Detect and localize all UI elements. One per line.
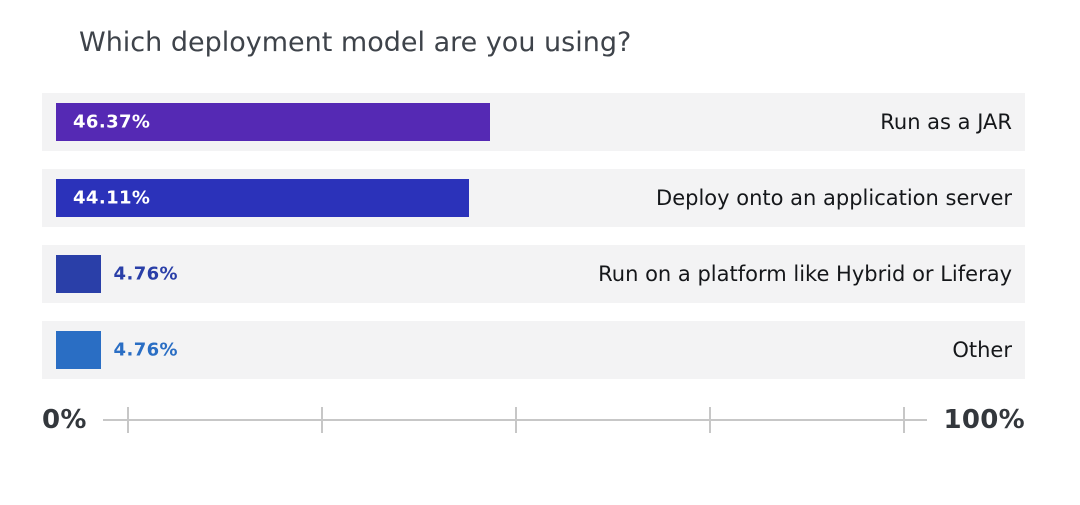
axis-tick: [708, 407, 711, 433]
axis-tick: [127, 407, 130, 433]
bar-value-label: 4.76%: [113, 339, 178, 361]
axis-max-label: 100%: [943, 405, 1025, 435]
category-label: Deploy onto an application server: [656, 186, 1012, 210]
category-label: Other: [952, 338, 1012, 362]
bar-value-label: 4.76%: [113, 263, 178, 285]
bar: 46.37%: [56, 103, 491, 141]
axis-line: [102, 407, 928, 433]
category-label: Run as a JAR: [880, 110, 1012, 134]
axis-min-label: 0%: [42, 405, 87, 435]
bar-row: 44.11% Deploy onto an application server: [42, 169, 1025, 227]
bar: 4.76%: [56, 331, 178, 369]
bar-row: 46.37% Run as a JAR: [42, 93, 1025, 151]
bar: 44.11%: [56, 179, 469, 217]
x-axis: 0% 100%: [42, 399, 1025, 441]
bar: 4.76%: [56, 255, 178, 293]
axis-tick: [902, 407, 905, 433]
axis-tick: [321, 407, 324, 433]
bar-row: 4.76% Run on a platform like Hybrid or L…: [42, 245, 1025, 303]
chart-title: Which deployment model are you using?: [79, 27, 632, 58]
axis-tick: [515, 407, 518, 433]
bar-value-label: 44.11%: [73, 187, 151, 209]
category-label: Run on a platform like Hybrid or Liferay: [598, 262, 1012, 286]
bar-value-label: 46.37%: [73, 111, 151, 133]
bar-row: 4.76% Other: [42, 321, 1025, 379]
bar-chart: 46.37% Run as a JAR 44.11% Deploy onto a…: [42, 93, 1025, 397]
